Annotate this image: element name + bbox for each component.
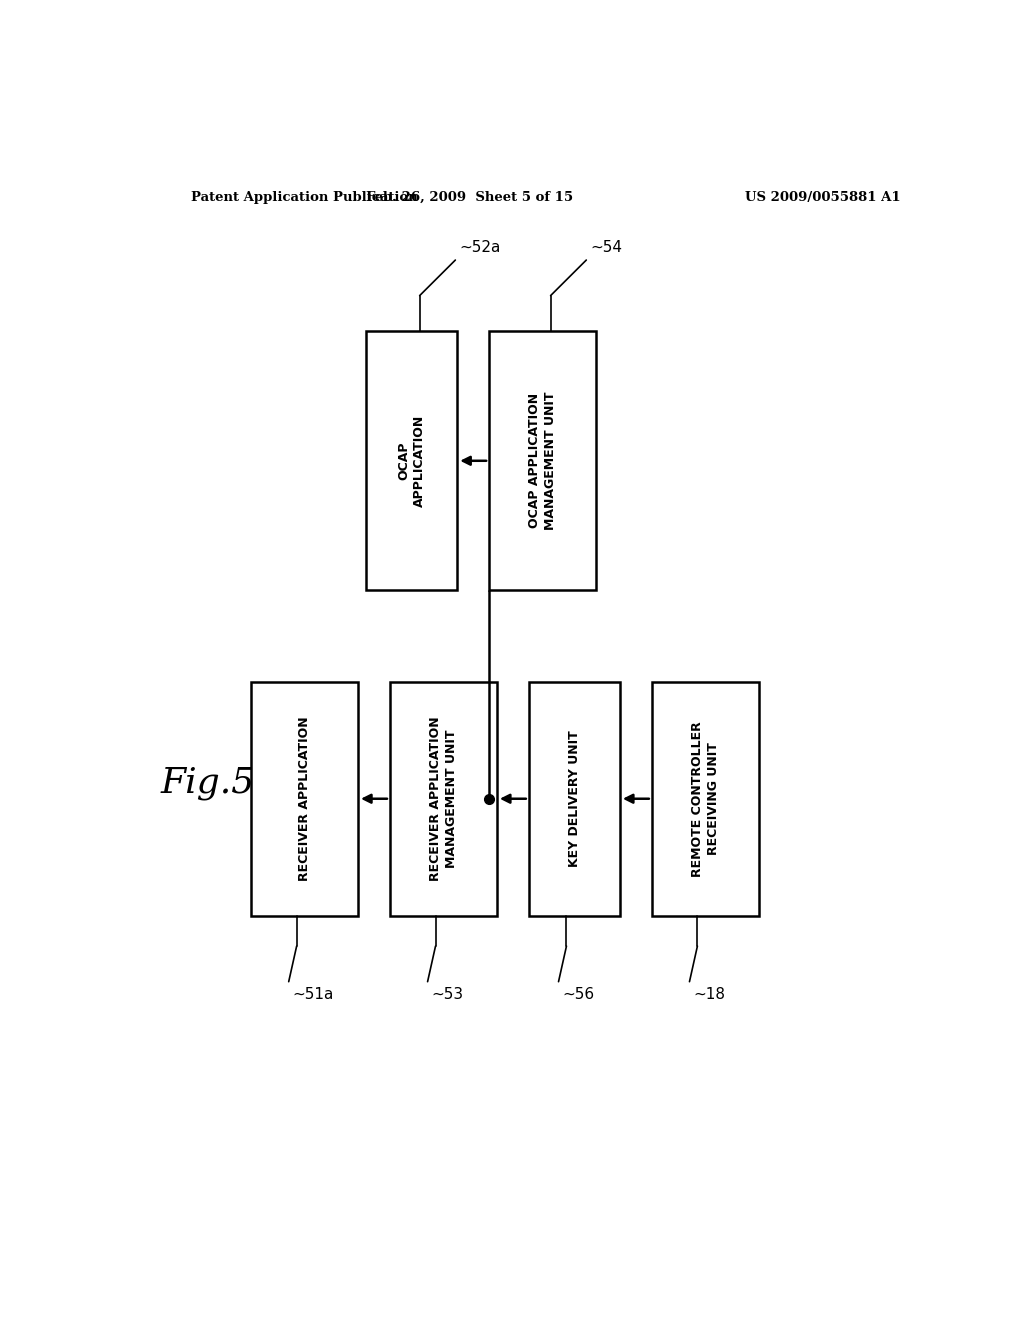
Bar (489, 331, 596, 590)
Bar (390, 682, 497, 916)
Text: Feb. 26, 2009  Sheet 5 of 15: Feb. 26, 2009 Sheet 5 of 15 (366, 190, 572, 203)
Bar (528, 682, 621, 916)
Bar (652, 682, 759, 916)
Text: RECEIVER APPLICATION: RECEIVER APPLICATION (298, 717, 311, 880)
Text: OCAP APPLICATION
MANAGEMENT UNIT: OCAP APPLICATION MANAGEMENT UNIT (528, 392, 557, 531)
Text: Patent Application Publication: Patent Application Publication (191, 190, 418, 203)
Text: KEY DELIVERY UNIT: KEY DELIVERY UNIT (568, 730, 581, 867)
Text: OCAP
APPLICATION: OCAP APPLICATION (397, 414, 426, 507)
Bar (251, 682, 358, 916)
Text: Fig.5: Fig.5 (160, 767, 255, 800)
Text: ~52a: ~52a (460, 240, 501, 255)
Text: RECEIVER APPLICATION
MANAGEMENT UNIT: RECEIVER APPLICATION MANAGEMENT UNIT (429, 717, 458, 880)
Text: ~51a: ~51a (293, 987, 334, 1002)
Text: ~53: ~53 (431, 987, 464, 1002)
Text: US 2009/0055881 A1: US 2009/0055881 A1 (744, 190, 900, 203)
Text: ~18: ~18 (693, 987, 725, 1002)
Text: ~54: ~54 (590, 240, 623, 255)
Bar (367, 331, 458, 590)
Text: ~56: ~56 (562, 987, 595, 1002)
Text: REMOTE CONTROLLER
RECEIVING UNIT: REMOTE CONTROLLER RECEIVING UNIT (691, 721, 720, 876)
